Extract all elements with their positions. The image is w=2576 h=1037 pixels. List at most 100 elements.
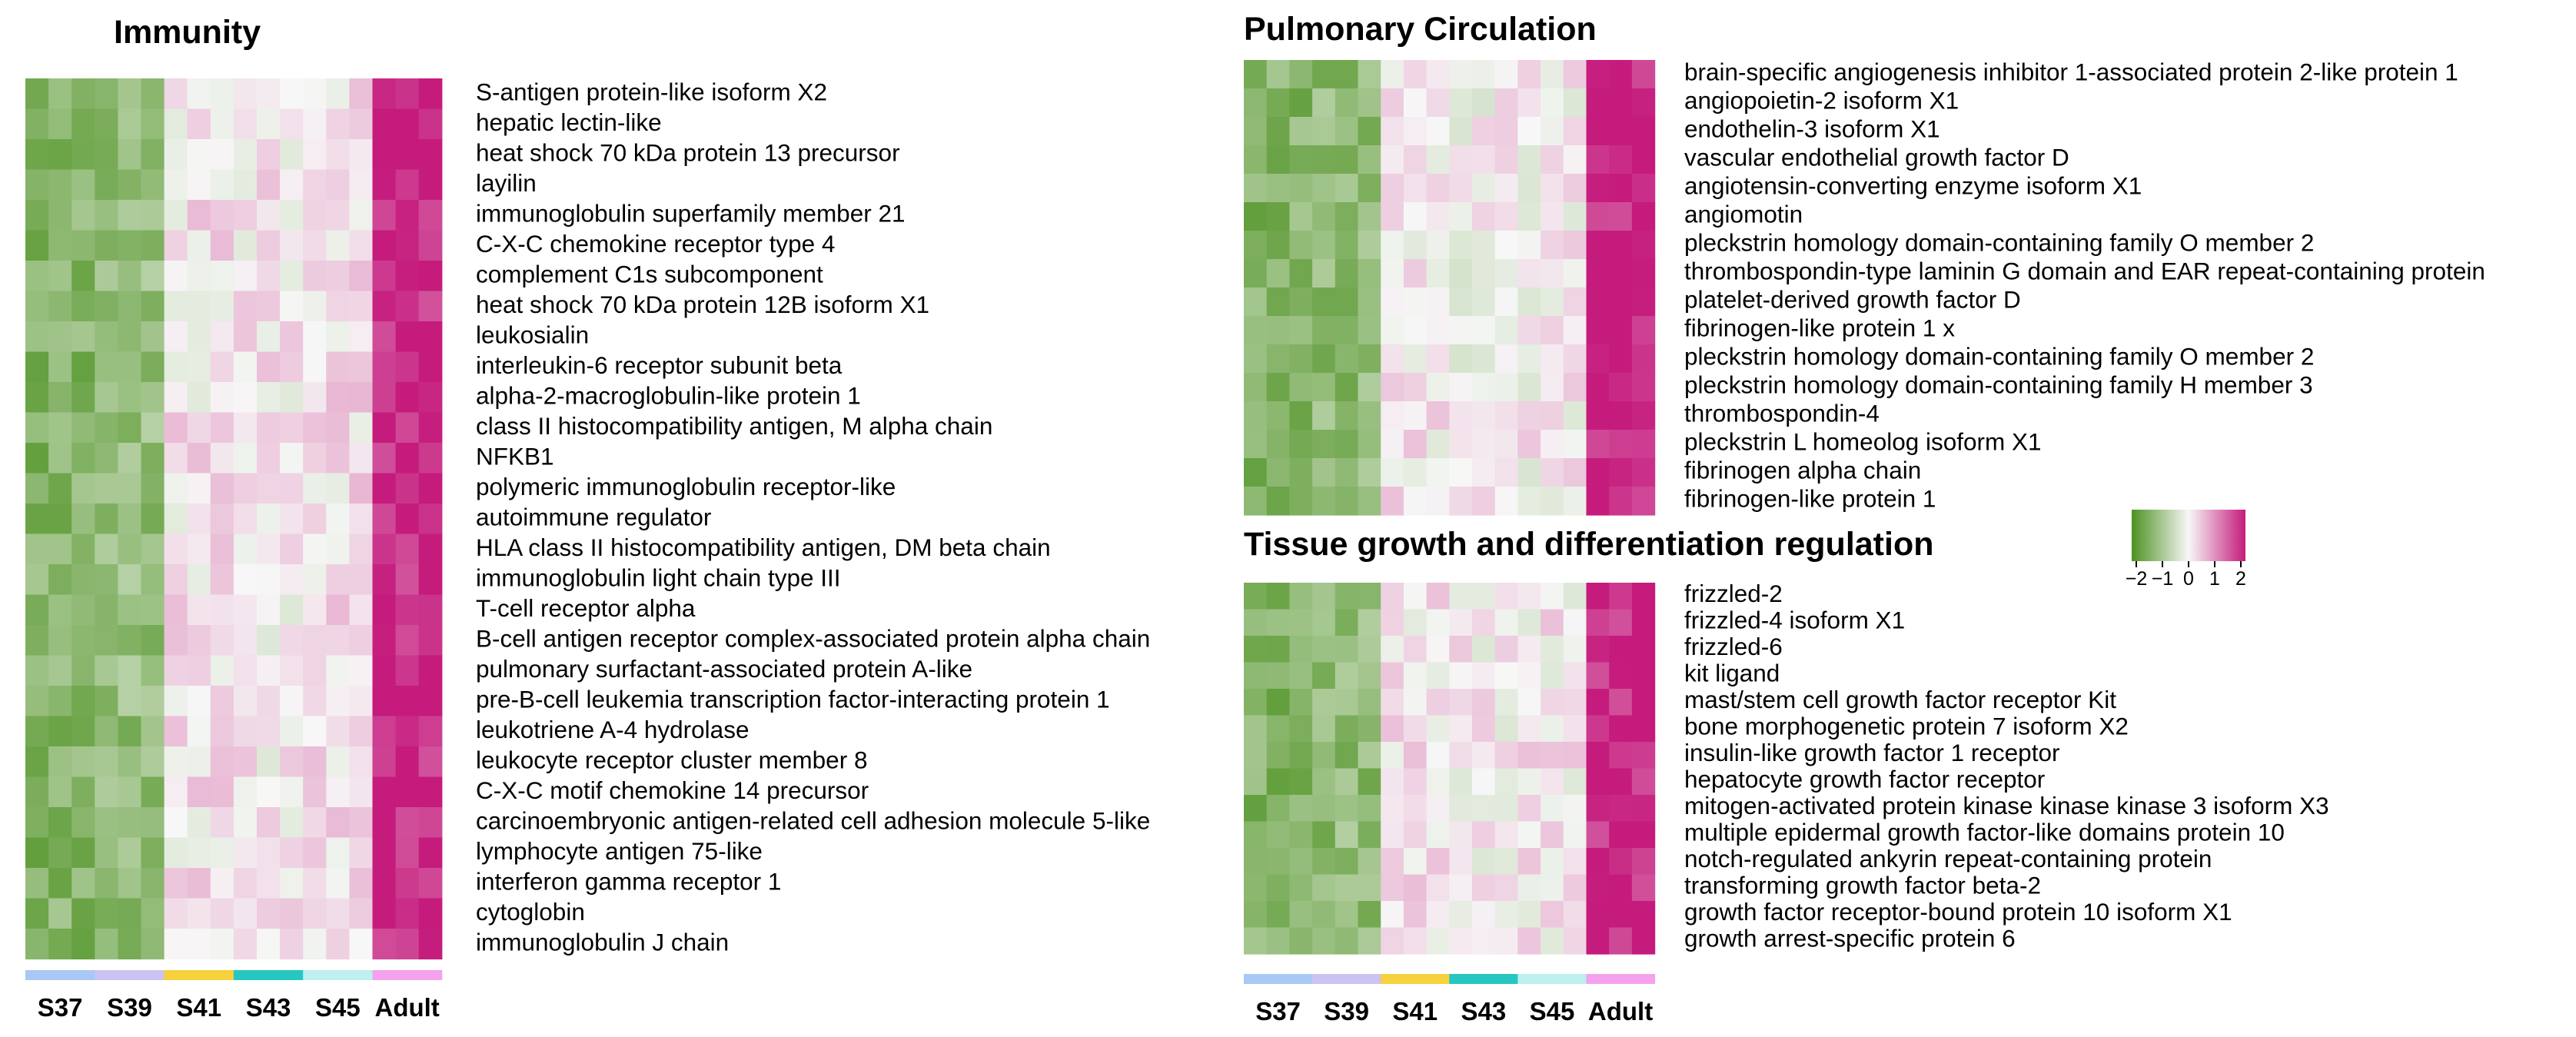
heatmap-cell xyxy=(233,351,258,383)
heatmap-cell xyxy=(233,473,258,504)
heatmap-cell xyxy=(25,139,49,171)
heatmap-cell xyxy=(164,200,188,231)
heatmap-cell xyxy=(1586,768,1610,796)
heatmap-cell xyxy=(303,594,327,626)
heatmap-cell xyxy=(395,473,420,504)
heatmap-cell xyxy=(418,200,443,231)
scale-tick-label: −2 xyxy=(2126,568,2148,590)
heatmap-cell xyxy=(118,716,142,747)
heatmap-cell xyxy=(1563,689,1587,716)
heatmap-cell xyxy=(1335,145,1359,174)
heatmap-cell xyxy=(1563,715,1587,743)
gene-label: immunoglobulin J chain xyxy=(476,928,729,956)
heatmap-cell xyxy=(1517,373,1541,402)
scale-tick-label: 0 xyxy=(2183,568,2194,590)
heatmap-cell xyxy=(1289,689,1313,716)
heatmap-cell xyxy=(71,504,95,535)
heatmap-cell xyxy=(1403,88,1428,118)
heatmap-cell xyxy=(210,625,234,656)
heatmap-cell xyxy=(25,655,49,686)
gene-label: pulmonary surfactant-associated protein … xyxy=(476,655,972,683)
heatmap-cell xyxy=(118,837,142,869)
heatmap-cell xyxy=(349,351,374,383)
gene-label: multiple epidermal growth factor-like do… xyxy=(1684,818,2285,846)
heatmap-cell xyxy=(257,473,281,504)
heatmap-cell xyxy=(1517,901,1541,929)
heatmap-cell xyxy=(349,443,374,474)
heatmap-cell xyxy=(1358,401,1381,430)
heatmap-cell xyxy=(1426,88,1450,118)
heatmap-cell xyxy=(48,686,72,717)
heatmap-cell xyxy=(395,625,420,656)
heatmap-cell xyxy=(1563,259,1587,288)
heatmap-cell xyxy=(1335,316,1359,345)
heatmap-cell xyxy=(1586,689,1610,716)
heatmap-cell xyxy=(1494,848,1518,876)
heatmap-cell xyxy=(1358,231,1381,260)
heatmap-cell xyxy=(1244,689,1268,716)
heatmap-cell xyxy=(1609,795,1633,823)
gene-label: frizzled-2 xyxy=(1684,580,1783,607)
heatmap-cell xyxy=(349,564,374,596)
heatmap-cell xyxy=(1266,344,1290,374)
heatmap-cell xyxy=(95,504,118,535)
heatmap-cell xyxy=(1312,609,1336,636)
group-label: Adult xyxy=(374,993,439,1022)
heatmap-cell xyxy=(71,533,95,565)
heatmap-cell xyxy=(372,504,397,535)
gene-label: B-cell antigen receptor complex-associat… xyxy=(476,624,1150,652)
heatmap-cell xyxy=(372,655,397,686)
heatmap-cell xyxy=(187,230,211,261)
heatmap-cell xyxy=(1563,401,1587,430)
heatmap-cell xyxy=(1312,117,1336,146)
heatmap-cell xyxy=(1358,288,1381,317)
heatmap-cell xyxy=(349,504,374,535)
heatmap-cell xyxy=(48,473,72,504)
heatmap-cell xyxy=(141,929,165,960)
heatmap-cell xyxy=(303,504,327,535)
heatmap-cell xyxy=(210,139,234,171)
heatmap-cell xyxy=(349,746,374,778)
heatmap-cell xyxy=(1472,487,1496,516)
heatmap-cell xyxy=(95,291,118,322)
heatmap-cell xyxy=(1586,458,1610,487)
heatmap-cell xyxy=(1586,202,1610,231)
heatmap-cell xyxy=(141,746,165,778)
heatmap-cell xyxy=(25,108,49,140)
heatmap-cell xyxy=(1289,583,1313,610)
heatmap-cell xyxy=(95,746,118,778)
heatmap-cell xyxy=(187,108,211,140)
heatmap-panel-1: Pulmonary Circulation brain-specific angi… xyxy=(1244,11,2485,516)
heatmap-cell xyxy=(48,200,72,231)
heatmap-cell xyxy=(1358,662,1381,690)
heatmap-cell xyxy=(349,594,374,626)
heatmap-cell xyxy=(326,412,350,444)
heatmap-cell xyxy=(1472,715,1496,743)
heatmap-cell xyxy=(257,564,281,596)
heatmap-cell xyxy=(372,625,397,656)
heatmap-cell xyxy=(1563,430,1587,459)
heatmap-cell xyxy=(95,655,118,686)
heatmap-cell xyxy=(1244,430,1268,459)
heatmap-cell xyxy=(71,807,95,839)
heatmap-cell xyxy=(1289,636,1313,663)
heatmap-cell xyxy=(418,108,443,140)
heatmap-cell xyxy=(418,321,443,353)
heatmap-cell xyxy=(1358,259,1381,288)
heatmap-cell xyxy=(233,291,258,322)
heatmap-cell xyxy=(1312,821,1336,849)
heatmap-cell xyxy=(1381,689,1404,716)
heatmap-cell xyxy=(1403,458,1428,487)
heatmap-cell xyxy=(372,382,397,414)
heatmap-cell xyxy=(187,291,211,322)
heatmap-cell xyxy=(233,564,258,596)
heatmap-cell xyxy=(1472,795,1496,823)
heatmap-cell xyxy=(257,291,281,322)
heatmap-cell xyxy=(187,686,211,717)
heatmap-cell xyxy=(118,533,142,565)
heatmap-cell xyxy=(1541,927,1564,955)
gene-label: hepatocyte growth factor receptor xyxy=(1684,765,2045,793)
heatmap-cell xyxy=(1289,848,1313,876)
heatmap-cell xyxy=(1586,487,1610,516)
heatmap-cell xyxy=(118,655,142,686)
